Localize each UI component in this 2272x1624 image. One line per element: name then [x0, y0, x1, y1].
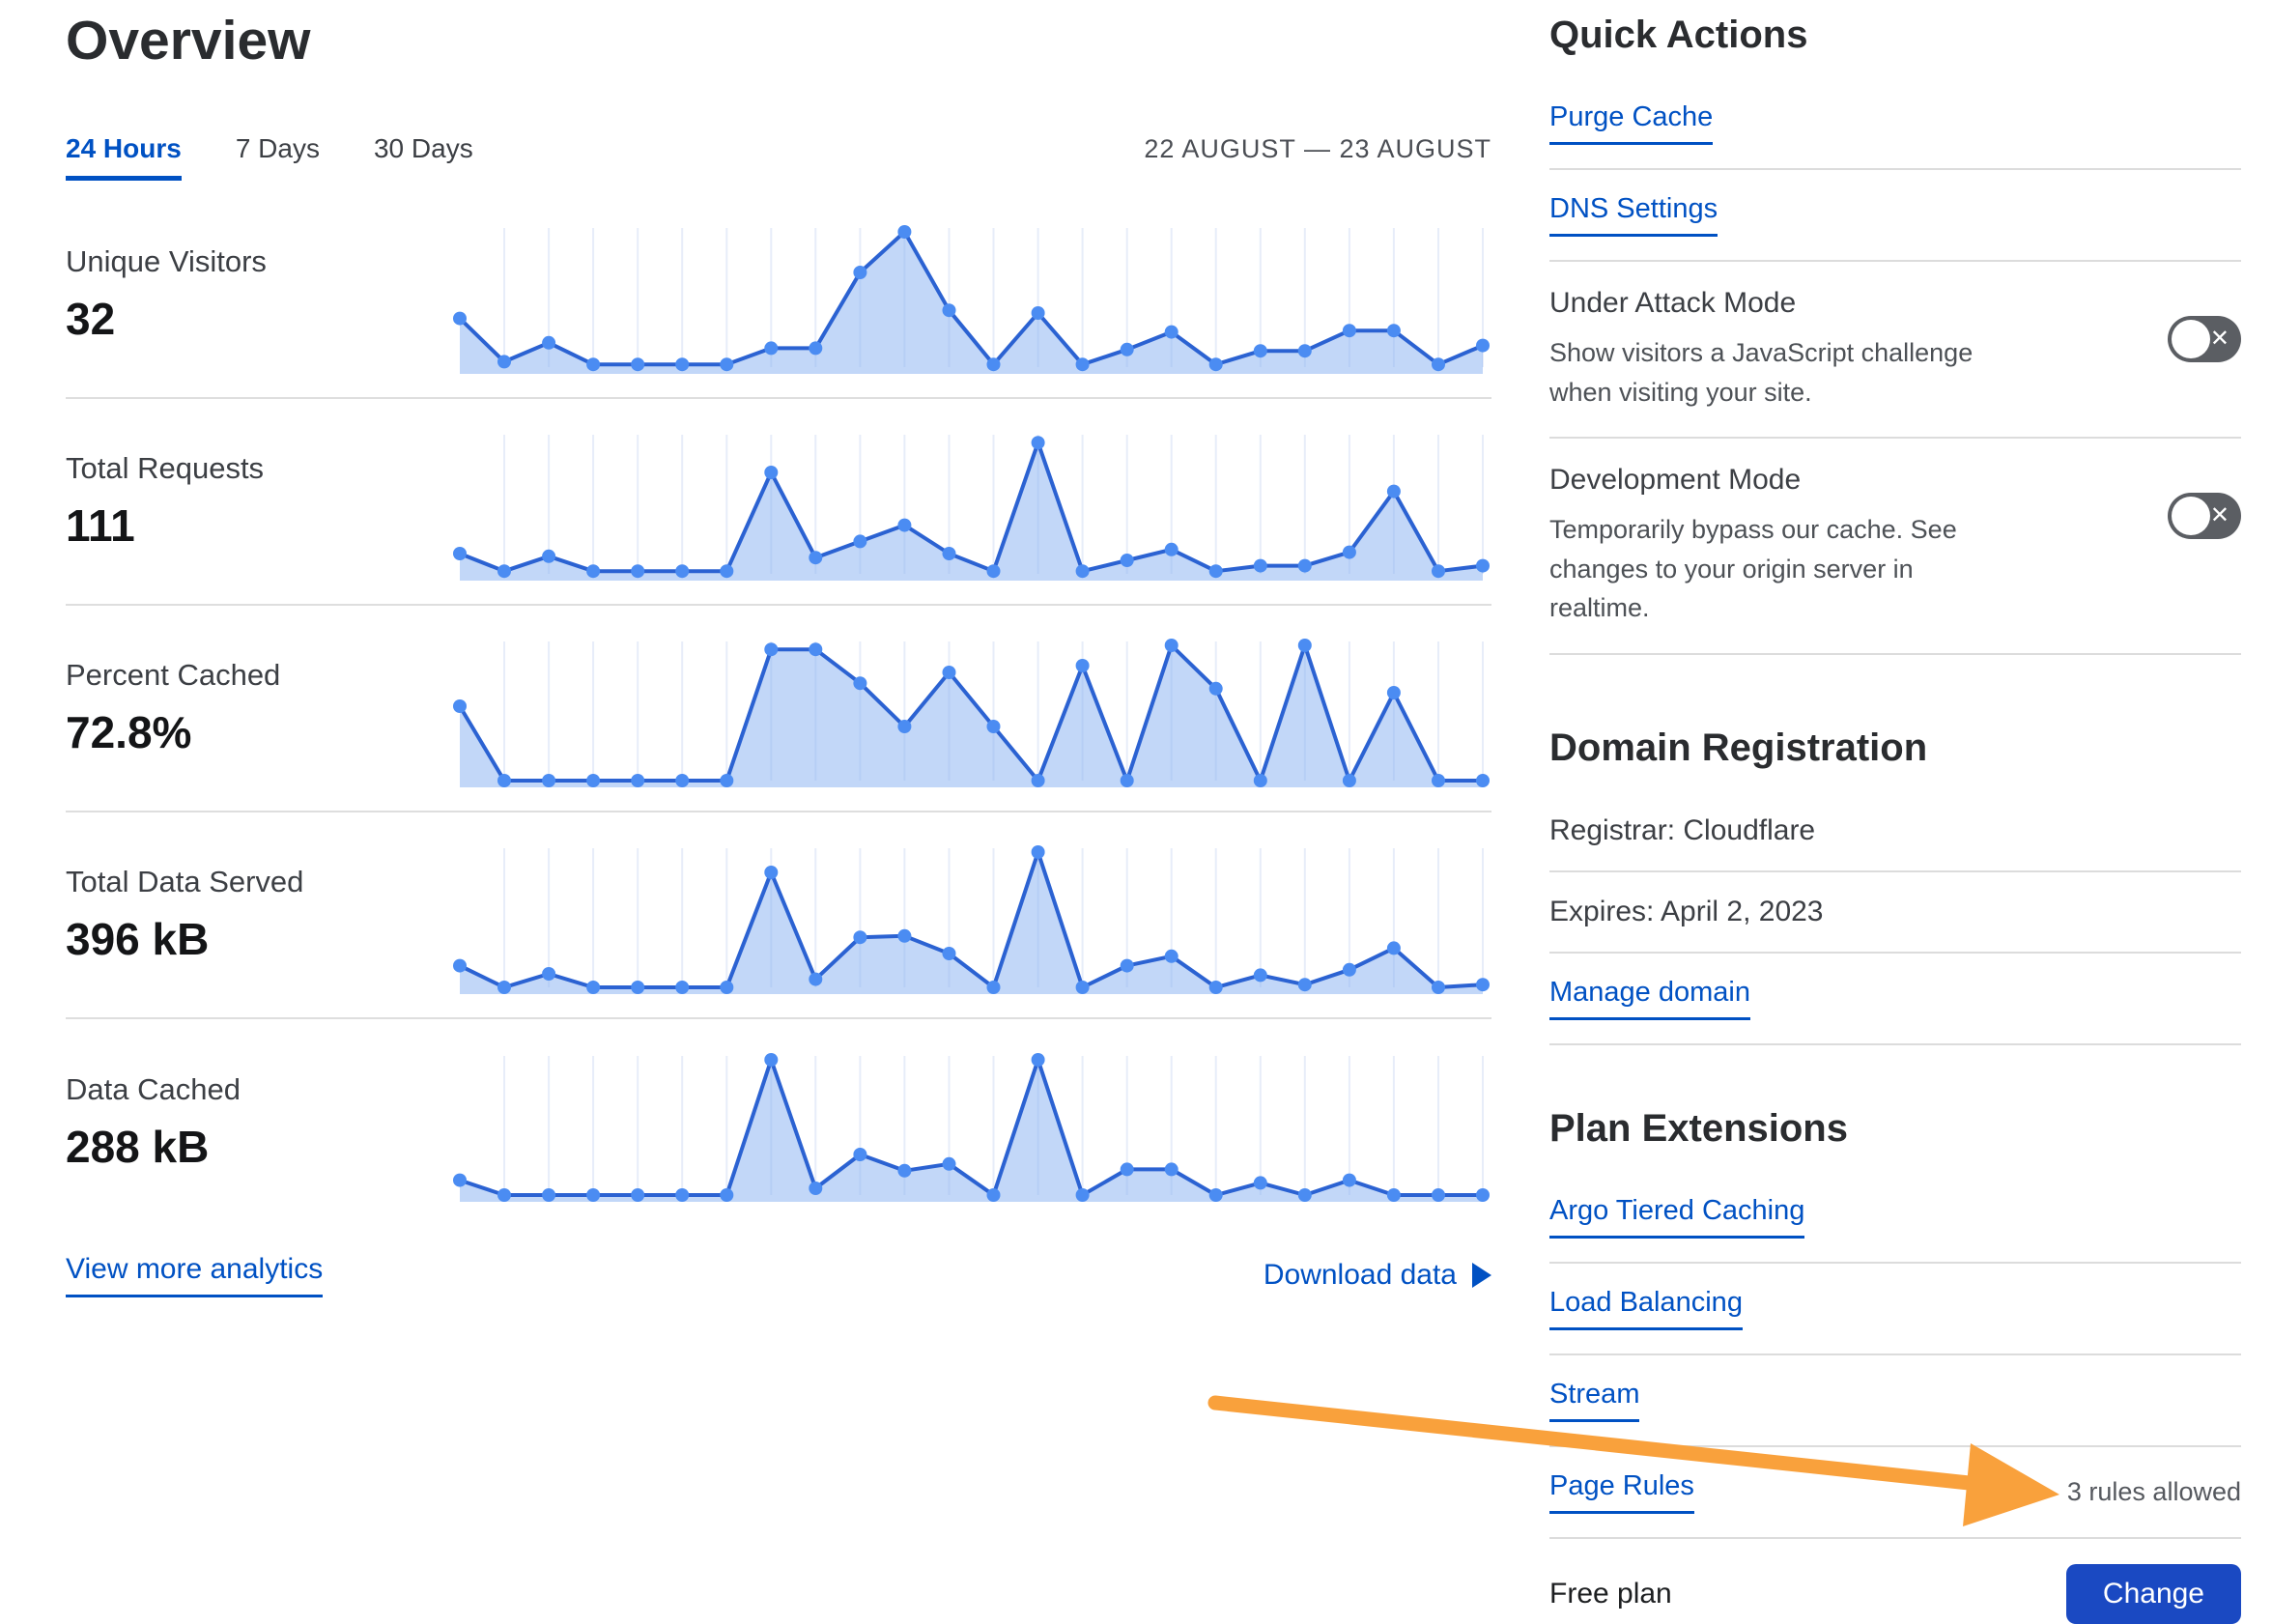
metric-row-data-cached: Data Cached 288 kB — [66, 1019, 1491, 1226]
metric-info: Data Cached 288 kB — [66, 1072, 452, 1173]
plan-name-label: Free plan — [1549, 1577, 1672, 1610]
quick-actions-heading: Quick Actions — [1549, 14, 1808, 56]
under-attack-mode-title: Under Attack Mode — [1549, 287, 1797, 319]
analytics-panel: Overview 24 Hours 7 Days 30 Days 22 AUGU… — [66, 8, 1491, 1298]
under-attack-mode-toggle[interactable]: ✕ — [2168, 316, 2241, 362]
development-mode-row: Development Mode Temporarily bypass our … — [1549, 439, 2241, 655]
metric-row-percent-cached: Percent Cached 72.8% — [66, 606, 1491, 813]
expires-row: Expires: April 2, 2023 — [1549, 872, 2241, 954]
tab-7-days[interactable]: 7 Days — [235, 133, 320, 164]
under-attack-mode-text: Under Attack Mode Show visitors a JavaSc… — [1549, 287, 2168, 412]
development-mode-title: Development Mode — [1549, 464, 1802, 496]
page-rules-link[interactable]: Page Rules — [1549, 1470, 1694, 1514]
metric-info: Total Data Served 396 kB — [66, 865, 452, 965]
toggle-knob — [2172, 497, 2210, 535]
argo-tiered-caching-row: Argo Tiered Caching — [1549, 1172, 2241, 1264]
domain-registration-heading: Domain Registration — [1549, 726, 1928, 769]
plan-extensions-heading: Plan Extensions — [1549, 1106, 1848, 1150]
page-rules-row: Page Rules 3 rules allowed — [1549, 1447, 2241, 1539]
view-more-analytics-link[interactable]: View more analytics — [66, 1253, 324, 1298]
development-mode-toggle[interactable]: ✕ — [2168, 493, 2241, 539]
metric-label: Percent Cached — [66, 658, 281, 693]
under-attack-mode-row: Under Attack Mode Show visitors a JavaSc… — [1549, 262, 2241, 439]
sparkline-chart-data-cached — [453, 1052, 1490, 1202]
metric-value: 32 — [66, 294, 116, 345]
development-mode-text: Development Mode Temporarily bypass our … — [1549, 464, 2168, 628]
toggle-off-x-icon: ✕ — [2209, 502, 2229, 528]
metric-value: 396 kB — [66, 914, 210, 965]
tab-24-hours[interactable]: 24 Hours — [66, 133, 182, 182]
sparkline-chart-percent-cached — [453, 638, 1490, 787]
metric-rows: Unique Visitors 32 Total Requests 111 Pe… — [66, 192, 1491, 1226]
metric-label: Total Data Served — [66, 865, 304, 899]
manage-domain-row: Manage domain — [1549, 954, 2241, 1045]
triangle-right-icon — [1472, 1263, 1491, 1289]
sparkline-chart-total-data-served — [453, 844, 1490, 994]
metric-info: Percent Cached 72.8% — [66, 658, 452, 758]
metric-label: Data Cached — [66, 1072, 241, 1107]
load-balancing-link[interactable]: Load Balancing — [1549, 1287, 1743, 1330]
stream-row: Stream — [1549, 1355, 2241, 1447]
metric-row-total-requests: Total Requests 111 — [66, 399, 1491, 607]
change-plan-button[interactable]: Change — [2065, 1563, 2241, 1624]
argo-tiered-caching-link[interactable]: Argo Tiered Caching — [1549, 1195, 1805, 1239]
metric-value: 111 — [66, 500, 135, 552]
load-balancing-row: Load Balancing — [1549, 1264, 2241, 1355]
metric-info: Unique Visitors 32 — [66, 244, 452, 345]
rules-allowed-note: 3 rules allowed — [2066, 1476, 2241, 1506]
registrar-row: Registrar: Cloudflare — [1549, 791, 2241, 872]
toggle-off-x-icon: ✕ — [2209, 326, 2229, 352]
purge-cache-link[interactable]: Purge Cache — [1549, 101, 1714, 145]
metric-row-total-data-served: Total Data Served 396 kB — [66, 812, 1491, 1020]
dns-settings-row: DNS Settings — [1549, 170, 2241, 262]
metric-value: 288 kB — [66, 1122, 210, 1173]
manage-domain-link[interactable]: Manage domain — [1549, 977, 1750, 1020]
page-title: Overview — [66, 10, 311, 71]
sparkline-chart-unique-visitors — [453, 224, 1490, 374]
metric-value: 72.8% — [66, 707, 192, 758]
date-range-label: 22 AUGUST — 23 AUGUST — [1144, 134, 1491, 164]
metric-label: Total Requests — [66, 451, 265, 486]
download-data-link[interactable]: Download data — [1264, 1259, 1491, 1292]
toggle-knob — [2172, 320, 2210, 358]
metric-label: Unique Visitors — [66, 244, 267, 279]
development-mode-description: Temporarily bypass our cache. See change… — [1549, 515, 1957, 622]
under-attack-mode-description: Show visitors a JavaScript challenge whe… — [1549, 338, 1974, 407]
stream-link[interactable]: Stream — [1549, 1379, 1640, 1422]
dns-settings-link[interactable]: DNS Settings — [1549, 193, 1718, 237]
metric-info: Total Requests 111 — [66, 451, 452, 552]
analytics-footer-links: View more analytics Download data — [66, 1253, 1491, 1298]
plan-row: Free plan Change — [1549, 1539, 2241, 1624]
time-range-tabs: 24 Hours 7 Days 30 Days 22 AUGUST — 23 A… — [66, 133, 1491, 182]
sidebar: Quick Actions Purge Cache DNS Settings U… — [1549, 14, 2241, 1624]
metric-row-unique-visitors: Unique Visitors 32 — [66, 192, 1491, 400]
purge-cache-row: Purge Cache — [1549, 78, 2241, 170]
tab-30-days[interactable]: 30 Days — [373, 133, 473, 164]
sparkline-chart-total-requests — [453, 434, 1490, 581]
download-data-label: Download data — [1263, 1259, 1457, 1292]
